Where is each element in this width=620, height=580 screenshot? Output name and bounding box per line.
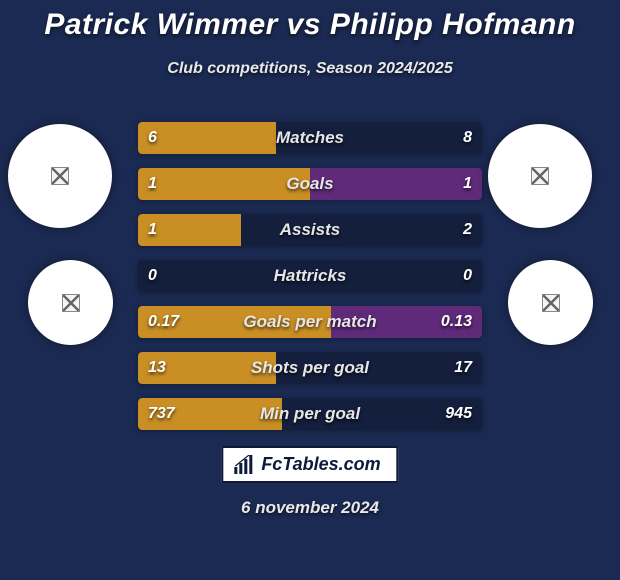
stat-value-right: 2 — [463, 214, 472, 246]
avatar-circle-bot-left — [28, 260, 113, 345]
stat-fill-left — [138, 398, 282, 430]
avatar-circle-top-left — [8, 124, 112, 228]
brand-badge: FcTables.com — [221, 446, 398, 483]
page-title: Patrick Wimmer vs Philipp Hofmann — [0, 8, 620, 42]
stat-value-right: 0 — [463, 260, 472, 292]
stat-row: 68Matches — [138, 122, 482, 154]
broken-image-icon — [531, 167, 549, 185]
bars-icon — [233, 455, 255, 475]
brand-text: FcTables.com — [261, 454, 380, 475]
avatar-circle-bot-right — [508, 260, 593, 345]
stat-value-right: 17 — [454, 352, 472, 384]
stat-fill-left — [138, 214, 241, 246]
stat-fill-left — [138, 306, 331, 338]
stat-fill-left — [138, 352, 276, 384]
stat-fill-right — [331, 306, 482, 338]
broken-image-icon — [542, 294, 560, 312]
stat-row: 0.170.13Goals per match — [138, 306, 482, 338]
date-text: 6 november 2024 — [0, 498, 620, 518]
stat-fill-left — [138, 122, 276, 154]
stat-value-left: 0 — [148, 260, 157, 292]
stats-container: 68Matches 11Goals 12Assists 0 0Hattricks 0.17… — [138, 122, 482, 444]
avatar-circle-top-right — [488, 124, 592, 228]
subtitle: Club competitions, Season 2024/2025 — [0, 60, 620, 78]
stat-label: Hattricks — [138, 260, 482, 292]
stat-fill-left — [138, 168, 310, 200]
stat-fill-right — [310, 168, 482, 200]
broken-image-icon — [51, 167, 69, 185]
stat-row: 12Assists — [138, 214, 482, 246]
stat-row: 0 0Hattricks — [138, 260, 482, 292]
stat-row: 11Goals — [138, 168, 482, 200]
stat-value-right: 945 — [445, 398, 472, 430]
stat-value-right: 8 — [463, 122, 472, 154]
comparison-infographic: Patrick Wimmer vs Philipp Hofmann Club c… — [0, 0, 620, 580]
stat-row: 737945Min per goal — [138, 398, 482, 430]
stat-row: 1317Shots per goal — [138, 352, 482, 384]
broken-image-icon — [62, 294, 80, 312]
